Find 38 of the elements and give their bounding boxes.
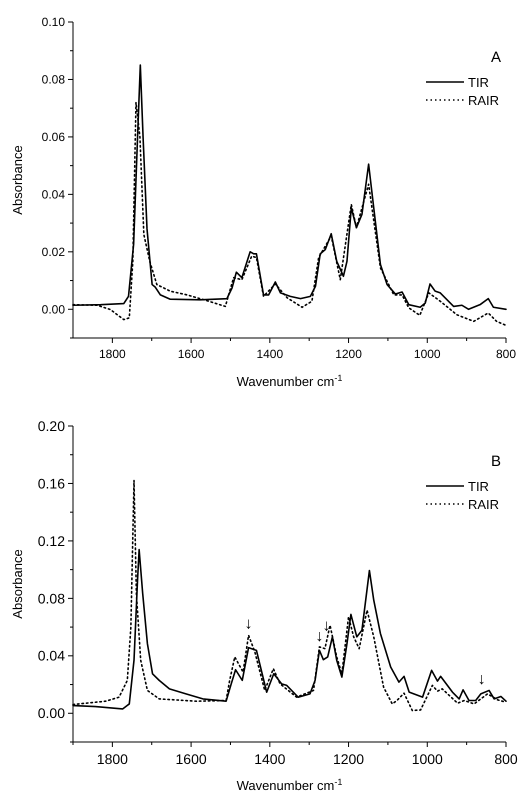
y-tick-label: 0.08 (42, 72, 66, 87)
y-tick-label: 0.12 (38, 532, 66, 549)
x-tick-label: 1600 (178, 347, 205, 361)
y-tick-label: 0.00 (42, 302, 66, 316)
text: A (490, 49, 502, 66)
y-tick-label: 0.20 (38, 418, 66, 434)
text: B (490, 453, 502, 470)
annotation: ↓ (244, 616, 253, 633)
y-tick-label: 0.06 (42, 130, 66, 144)
x-axis-title: Wavenumber cm$^{-1}$ (236, 373, 342, 389)
x-axis-title: Wavenumber cm$^{-1}$ (236, 777, 342, 793)
x-tick-label: 1400 (254, 751, 286, 767)
y-tick-label: 0.00 (38, 705, 66, 722)
y-tick-label: 0.16 (38, 475, 66, 492)
x-tick-label: 1800 (96, 751, 128, 767)
y-tick-label: 0.10 (42, 15, 66, 30)
x-tick-label: 1200 (335, 347, 362, 361)
legend-label: RAIR (468, 93, 500, 108)
x-tick-label: 1800 (99, 347, 126, 361)
annotation: ↓ (322, 618, 330, 635)
y-tick-label: 0.04 (38, 648, 66, 664)
y-axis-title: Absorbance (10, 549, 25, 619)
annotation: ↓ (478, 670, 486, 688)
x-tick-label: 1000 (414, 347, 441, 361)
legend-label: TIR (468, 479, 489, 494)
x-tick-label: 1600 (176, 751, 207, 767)
annotation: ↓ (315, 628, 324, 645)
x-tick-label: 800 (494, 751, 518, 767)
x-tick-label: 1200 (332, 751, 364, 767)
legend-label: RAIR (468, 497, 500, 512)
y-tick-label: 0.04 (42, 188, 66, 202)
y-tick-label: 0.08 (38, 590, 66, 606)
x-tick-label: 800 (496, 347, 516, 361)
y-axis-title: Absorbance (10, 145, 25, 215)
x-tick-label: 1000 (412, 751, 444, 767)
y-tick-label: 0.02 (42, 245, 66, 260)
legend-label: TIR (468, 75, 489, 90)
x-tick-label: 1400 (256, 347, 284, 361)
